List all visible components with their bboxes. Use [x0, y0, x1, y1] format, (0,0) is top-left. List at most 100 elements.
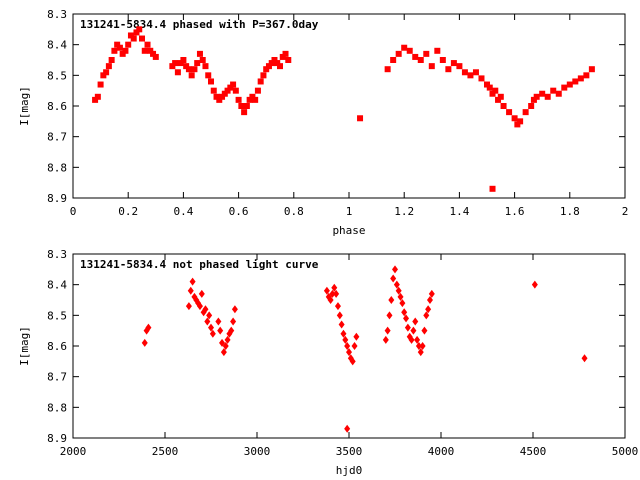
- data-point: [426, 296, 433, 304]
- x-tick-label: 2: [622, 205, 629, 218]
- data-point: [390, 274, 397, 283]
- data-point: [353, 332, 360, 341]
- data-point: [227, 84, 234, 91]
- data-point: [439, 57, 446, 63]
- data-point: [382, 335, 389, 344]
- y-axis-label: I[mag]: [18, 326, 31, 366]
- x-tick-label: 0: [70, 205, 77, 218]
- data-point: [395, 286, 402, 295]
- data-point: [188, 72, 195, 79]
- data-point: [241, 109, 248, 116]
- data-point: [263, 66, 270, 73]
- data-point: [478, 75, 485, 82]
- data-point: [191, 66, 198, 73]
- data-point: [351, 342, 358, 350]
- y-ticks: 8.3 8.4 8.5 8.6 8.7 8.8 8.9: [47, 8, 625, 205]
- data-point: [202, 305, 209, 314]
- data-point: [408, 335, 415, 344]
- data-point: [196, 50, 203, 57]
- data-point: [414, 335, 421, 344]
- data-point: [279, 53, 286, 60]
- data-point: [114, 41, 121, 48]
- data-point: [202, 63, 209, 70]
- data-point: [410, 326, 417, 335]
- data-point: [572, 78, 579, 85]
- data-point: [183, 63, 190, 70]
- data-point: [180, 57, 187, 63]
- x-tick-label: 0.6: [229, 205, 249, 218]
- data-point: [327, 296, 334, 304]
- data-point: [467, 72, 474, 79]
- data-point: [100, 72, 107, 79]
- data-point: [136, 26, 143, 33]
- data-point: [492, 87, 499, 94]
- data-point: [342, 335, 349, 344]
- data-point: [222, 342, 229, 350]
- data-point: [130, 35, 137, 42]
- data-point: [220, 348, 227, 357]
- data-point: [219, 93, 226, 100]
- data-point: [224, 335, 231, 344]
- data-point: [334, 302, 341, 311]
- data-point: [235, 96, 242, 103]
- data-point: [274, 60, 281, 67]
- data-point: [511, 115, 518, 122]
- x-tick-label: 4500: [520, 445, 547, 458]
- x-tick-label: 1.2: [394, 205, 414, 218]
- data-point: [230, 81, 237, 88]
- data-point: [189, 277, 196, 286]
- data-point: [445, 66, 452, 73]
- data-point: [415, 342, 422, 350]
- x-tick-label: 1.8: [560, 205, 580, 218]
- data-point: [392, 265, 398, 274]
- data-point: [196, 302, 203, 311]
- data-point: [461, 69, 468, 76]
- y-tick-label: 8.9: [47, 432, 67, 445]
- data-point: [450, 60, 457, 67]
- data-point: [581, 354, 588, 363]
- x-tick-label: 2000: [60, 445, 87, 458]
- data-point: [530, 96, 537, 103]
- x-tick-label: 3000: [244, 445, 271, 458]
- y-tick-label: 8.3: [47, 248, 67, 261]
- data-point: [404, 323, 411, 332]
- data-point: [401, 44, 408, 51]
- data-point: [497, 93, 504, 100]
- data-point: [213, 93, 220, 100]
- chart-title: 131241-5834.4 phased with P=367.0day: [80, 18, 319, 31]
- data-point: [472, 69, 479, 76]
- data-point: [397, 292, 404, 301]
- data-point: [147, 47, 154, 54]
- data-point: [390, 57, 397, 63]
- unphased-light-curve-chart: 131241-5834.4 not phased light curve hjd…: [18, 248, 638, 477]
- y-tick-label: 8.8: [47, 401, 67, 414]
- data-point: [403, 314, 410, 323]
- data-point: [231, 305, 238, 314]
- data-point: [425, 305, 432, 314]
- data-point: [127, 32, 134, 39]
- data-point: [528, 103, 535, 109]
- x-tick-label: 0.8: [284, 205, 304, 218]
- x-tick-label: 5000: [612, 445, 639, 458]
- data-point: [208, 78, 214, 85]
- data-point: [522, 109, 529, 116]
- data-point: [210, 87, 217, 94]
- data-point: [125, 41, 132, 48]
- data-point: [133, 29, 140, 36]
- y-axis-label: I[mag]: [18, 86, 31, 126]
- data-point: [268, 60, 275, 67]
- y-tick-label: 8.3: [47, 8, 67, 21]
- y-tick-label: 8.9: [47, 192, 67, 205]
- y-tick-label: 8.8: [47, 161, 67, 174]
- data-point: [177, 60, 184, 67]
- x-tick-label: 2500: [152, 445, 179, 458]
- y-tick-label: 8.6: [47, 340, 67, 353]
- chart-title: 131241-5834.4 not phased light curve: [80, 258, 319, 271]
- data-point: [583, 72, 590, 79]
- data-point: [198, 289, 205, 298]
- data-point: [349, 357, 356, 366]
- data-point: [277, 63, 283, 70]
- data-point: [336, 311, 343, 320]
- data-point: [271, 57, 278, 63]
- data-point: [329, 289, 336, 298]
